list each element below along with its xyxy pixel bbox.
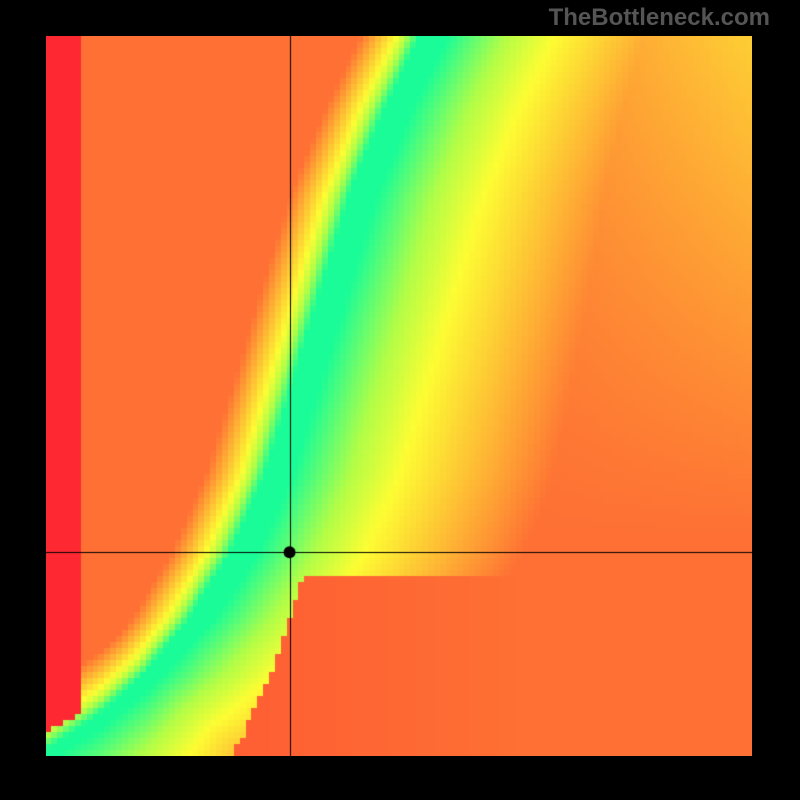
chart-container: TheBottleneck.com: [0, 0, 800, 800]
watermark-text: TheBottleneck.com: [549, 4, 770, 32]
heatmap-canvas: [46, 36, 752, 756]
